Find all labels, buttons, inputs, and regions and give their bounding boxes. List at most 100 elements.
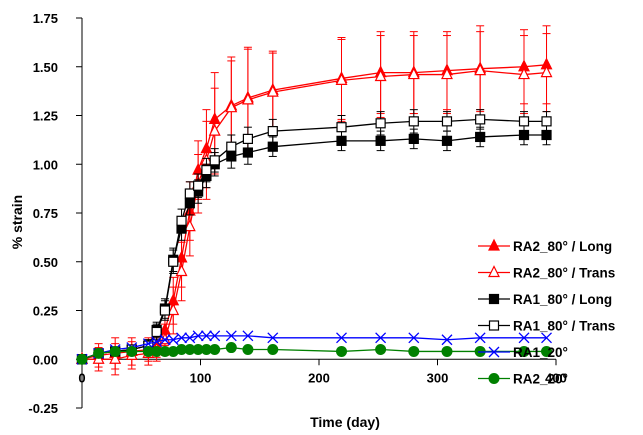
x-axis-ticks: 0 100 200 300 400 (78, 359, 567, 385)
legend-entry: RA2_80° / Long (478, 238, 612, 254)
legend-label: RA2_80° / Long (513, 239, 612, 254)
legend-entry: RA1_80° / Trans (478, 319, 615, 334)
legend-label: RA1_80° / Long (513, 292, 612, 307)
data-point (267, 125, 278, 137)
data-point (168, 256, 179, 267)
data-point (518, 67, 530, 80)
series-line (82, 69, 547, 360)
data-point (151, 336, 163, 348)
data-point (408, 133, 419, 144)
data-point (192, 330, 204, 342)
x-tick-label: 100 (190, 370, 212, 385)
series-line (81, 64, 547, 360)
y-tick-label: 0.50 (33, 255, 58, 270)
legend-label: RA2_20° (513, 372, 568, 387)
legend-entry: RA2_20° (478, 372, 568, 387)
data-point (201, 165, 212, 176)
data-point (241, 92, 254, 105)
data-point (518, 332, 530, 344)
data-point (541, 116, 552, 127)
data-point (183, 219, 196, 232)
data-point (518, 129, 530, 141)
data-point (336, 332, 347, 344)
legend-entry: RA1_80° / Long (478, 292, 612, 307)
y-axis-ticks: -0.25 0.00 0.25 0.50 0.75 1.00 1.25 1.50 1.75 (28, 11, 82, 416)
data-point (225, 100, 238, 113)
x-tick-label: 400 (545, 370, 567, 385)
data-point (225, 330, 237, 342)
data-point (474, 63, 487, 76)
plot-area (76, 25, 553, 376)
y-tick-label: -0.25 (28, 401, 58, 416)
data-point (176, 215, 187, 226)
legend-label: RA1_20° (513, 345, 568, 360)
data-point (541, 129, 552, 141)
x-tick-label: 0 (78, 370, 85, 385)
data-point (225, 342, 237, 354)
data-point (441, 116, 453, 127)
data-point (208, 123, 221, 136)
data-point (242, 344, 254, 355)
data-point (167, 303, 180, 316)
data-point (184, 188, 195, 199)
x-tick-label: 300 (427, 370, 449, 385)
data-point (142, 338, 154, 350)
y-axis-title: % strain (9, 195, 25, 249)
x-axis-title: Time (day) (310, 414, 380, 430)
data-point (158, 332, 171, 345)
data-point (408, 332, 420, 344)
data-point (488, 265, 500, 278)
data-point (209, 155, 220, 166)
data-point (541, 345, 553, 357)
data-point (407, 67, 420, 80)
data-point (159, 305, 171, 316)
data-point (518, 116, 530, 127)
data-point (126, 345, 138, 357)
data-point (267, 141, 278, 152)
legend-entry: RA1_20° (478, 345, 568, 360)
data-point (375, 135, 386, 146)
data-point (375, 344, 387, 355)
data-point (518, 345, 530, 357)
data-point (488, 373, 500, 384)
data-point (375, 118, 386, 129)
data-point (242, 330, 254, 342)
data-point (109, 351, 122, 364)
data-point (336, 122, 347, 133)
data-point (200, 330, 212, 342)
legend-label: RA1_80° / Trans (513, 319, 615, 334)
data-point (488, 346, 500, 358)
data-point (475, 114, 486, 125)
y-tick-label: 1.50 (33, 60, 58, 75)
data-point (267, 344, 279, 355)
data-point (93, 347, 105, 359)
data-point (441, 334, 453, 346)
data-point (336, 345, 348, 357)
series (76, 342, 553, 365)
y-tick-label: 0.00 (33, 352, 58, 367)
data-point (441, 67, 453, 80)
x-tick-label: 200 (308, 370, 330, 385)
data-point (441, 345, 453, 357)
data-point (408, 116, 419, 127)
data-point (475, 131, 486, 143)
data-point (109, 345, 121, 357)
data-point (540, 65, 553, 78)
legend-label: RA2_80° / Trans (513, 266, 615, 281)
legend-entry: RA2_80° / Trans (478, 265, 615, 281)
data-point (76, 353, 88, 365)
data-point (209, 330, 221, 342)
data-point (267, 332, 279, 344)
data-point (159, 334, 171, 346)
data-point (335, 73, 348, 86)
data-point (374, 69, 387, 82)
y-tick-label: 1.25 (33, 109, 58, 124)
y-tick-label: 1.75 (33, 11, 58, 26)
data-point (193, 180, 204, 191)
data-point (209, 344, 221, 355)
series-line (81, 118, 547, 360)
data-point (226, 141, 237, 152)
data-point (488, 293, 500, 305)
data-point (488, 320, 500, 331)
